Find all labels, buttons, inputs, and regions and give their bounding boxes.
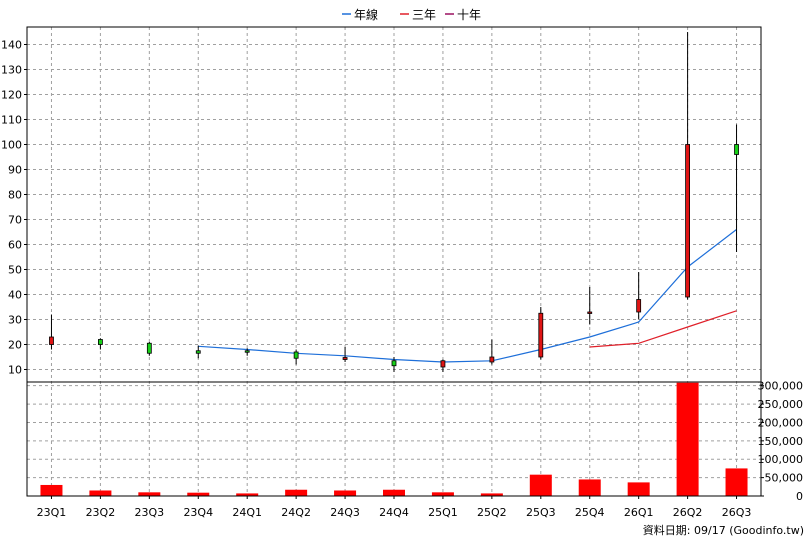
ma-line-年線 [198, 229, 737, 363]
candle-body-up [49, 336, 54, 345]
legend-item: 三年 [400, 8, 436, 22]
x-axis-ticks: 23Q1 23Q2 23Q3 23Q4 24Q1 24Q2 24Q3 24Q4 25Q1 25Q2… [37, 496, 752, 519]
x-tick-label: 26Q3 [722, 506, 752, 519]
price-tick-label: 120 [1, 89, 22, 102]
legend-label: 十年 [457, 8, 481, 22]
price-tick-label: 130 [1, 64, 22, 77]
candle-24Q2 [293, 349, 299, 365]
volume-bar-23Q3 [138, 492, 161, 496]
volume-axis-ticks: 0 50,000 100,000 150,000 200,000 250,000 300,0… [758, 380, 804, 503]
candle-body-up [489, 356, 495, 363]
candle-25Q4 [587, 287, 593, 325]
legend-item: 年線 [342, 7, 378, 22]
volume-tick-label: 50,000 [765, 472, 804, 485]
price-tick-label: 100 [1, 139, 22, 152]
legend-item: 十年 [445, 8, 481, 22]
candle-25Q1 [440, 359, 446, 372]
volume-tick-label: 100,000 [758, 453, 804, 466]
x-tick-label: 24Q4 [379, 506, 409, 519]
price-lines [198, 229, 737, 363]
volume-bar-25Q1 [431, 492, 454, 496]
volume-bar-23Q2 [89, 490, 112, 496]
candle-body-down [195, 350, 201, 354]
candle-24Q4 [391, 357, 397, 372]
price-tick-label: 60 [8, 239, 22, 252]
candle-body-up [587, 311, 593, 314]
price-tick-label: 90 [8, 164, 22, 177]
candle-body-up [685, 144, 690, 298]
price-tick-label: 30 [8, 314, 22, 327]
price-tick-label: 20 [8, 339, 22, 352]
volume-bar-26Q2 [676, 382, 699, 496]
x-tick-label: 26Q2 [673, 506, 703, 519]
data-date-credit: 資料日期: 09/17 (Goodinfo.tw) [643, 523, 804, 537]
volume-tick-label: 200,000 [758, 416, 804, 429]
candle-23Q1 [49, 314, 54, 350]
x-tick-label: 23Q4 [183, 506, 213, 519]
chart-legend: 年線 三年 十年 [342, 7, 481, 22]
x-tick-label: 24Q2 [281, 506, 311, 519]
x-tick-label: 23Q3 [135, 506, 165, 519]
volume-bar-24Q2 [285, 489, 308, 496]
volume-bars [40, 382, 748, 496]
x-tick-label: 25Q4 [575, 506, 605, 519]
price-tick-label: 10 [8, 364, 22, 377]
candle-23Q2 [98, 338, 103, 350]
candle-body-up [636, 299, 642, 313]
price-axis-ticks: 10 20 30 40 50 60 70 80 90 100 110 120 130 140 [1, 39, 27, 377]
price-tick-label: 140 [1, 39, 22, 52]
candle-body-down [293, 351, 299, 359]
candle-body-down [146, 342, 152, 354]
candle-26Q1 [636, 272, 642, 320]
volume-tick-label: 150,000 [758, 435, 804, 448]
candle-body-down [391, 360, 397, 367]
price-tick-label: 50 [8, 264, 22, 277]
volume-bar-24Q1 [236, 493, 259, 496]
candle-body-up [538, 312, 544, 358]
candle-body-down [244, 350, 250, 353]
volume-bar-23Q4 [187, 492, 210, 496]
candle-26Q3 [734, 124, 739, 252]
price-tick-label: 80 [8, 189, 22, 202]
volume-bar-25Q2 [480, 493, 503, 496]
candle-24Q3 [342, 347, 348, 362]
volume-tick-label: 300,000 [758, 380, 804, 393]
x-tick-label: 25Q2 [477, 506, 507, 519]
candle-23Q4 [195, 345, 201, 359]
candle-body-up [342, 357, 348, 360]
price-tick-label: 110 [1, 114, 22, 127]
candle-25Q3 [538, 307, 544, 360]
x-tick-label: 24Q3 [330, 506, 360, 519]
x-tick-label: 23Q2 [86, 506, 116, 519]
x-tick-label: 25Q1 [428, 506, 458, 519]
legend-label: 年線 [354, 7, 378, 22]
x-tick-label: 24Q1 [232, 506, 262, 519]
legend-label: 三年 [412, 8, 436, 22]
x-tick-label: 23Q1 [37, 506, 67, 519]
ma-line-三年 [589, 310, 737, 348]
candle-24Q1 [244, 348, 250, 356]
volume-bar-25Q3 [529, 474, 552, 496]
volume-bar-26Q1 [627, 482, 650, 496]
volume-bar-24Q4 [383, 489, 405, 496]
candle-23Q3 [146, 342, 152, 356]
candle-body-down [734, 144, 739, 155]
volume-bar-24Q3 [334, 490, 357, 496]
volume-bar-26Q3 [725, 468, 748, 496]
price-tick-label: 40 [8, 289, 22, 302]
candle-body-up [440, 360, 446, 368]
candle-26Q2 [685, 32, 690, 300]
candle-25Q2 [489, 339, 495, 365]
volume-bar-25Q4 [578, 479, 601, 496]
x-tick-label: 26Q1 [624, 506, 654, 519]
chart-grid [27, 27, 761, 497]
volume-bar-23Q1 [40, 484, 63, 496]
volume-tick-label: 0 [796, 490, 803, 503]
price-tick-label: 70 [8, 214, 22, 227]
volume-tick-label: 250,000 [758, 398, 804, 411]
candle-body-down [98, 339, 103, 345]
x-tick-label: 25Q3 [526, 506, 556, 519]
candles [49, 32, 739, 372]
